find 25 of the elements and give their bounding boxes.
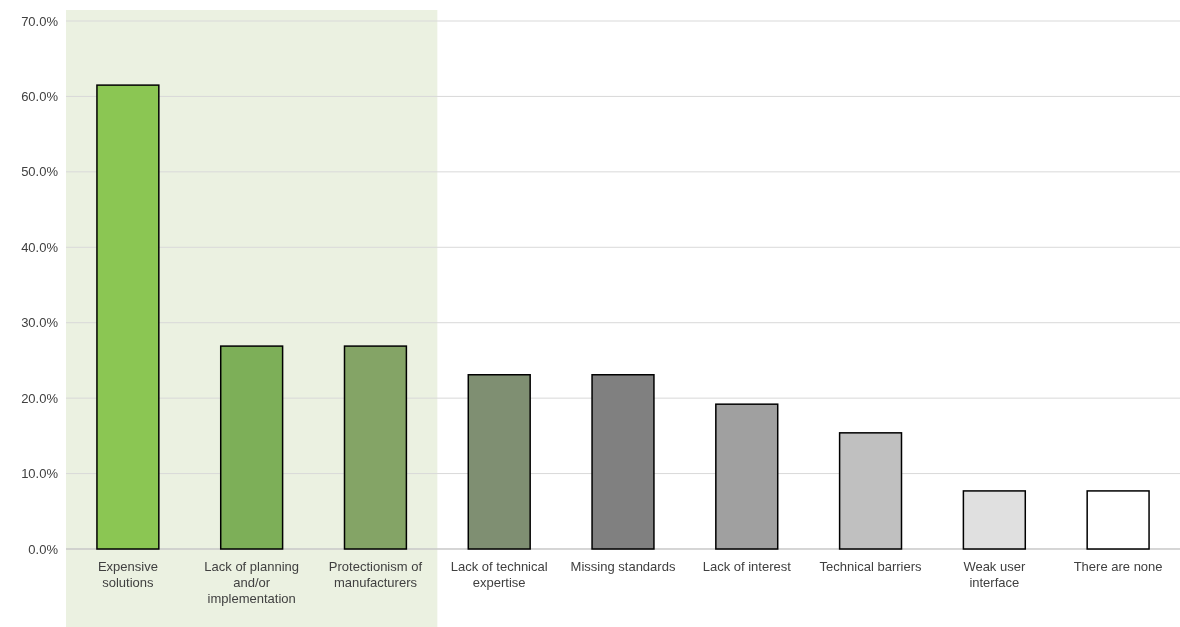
- x-tick-label: Lack of interest: [702, 559, 792, 574]
- y-tick-label: 50.0%: [21, 164, 59, 180]
- bar: [467, 374, 531, 550]
- x-tick-label: Missing standards: [570, 559, 676, 574]
- bar: [715, 403, 779, 550]
- x-tick-label: Weak user interface: [963, 559, 1026, 590]
- x-tick-label: Expensive solutions: [97, 559, 158, 590]
- y-tick-label: 10.0%: [21, 466, 59, 482]
- bar: [96, 84, 160, 550]
- y-tick-label: 40.0%: [21, 239, 59, 255]
- y-tick-label: 60.0%: [21, 88, 59, 104]
- y-tick-label: 0.0%: [28, 541, 59, 557]
- y-tick-label: 30.0%: [21, 315, 59, 331]
- bar: [962, 490, 1027, 550]
- y-tick-label: 70.0%: [21, 13, 59, 29]
- x-tick-label: Protectionism of manufacturers: [328, 559, 423, 590]
- bar: [591, 374, 655, 550]
- y-tick-label: 20.0%: [21, 390, 59, 406]
- bar: [343, 345, 408, 550]
- x-tick-label: Technical barriers: [819, 559, 922, 574]
- x-tick-label: Lack of technical expertise: [450, 559, 548, 590]
- x-tick-label: Lack of planning and/or implementation: [204, 559, 300, 606]
- bar: [1086, 490, 1150, 550]
- x-tick-label: There are none: [1073, 559, 1163, 574]
- bar: [219, 345, 284, 550]
